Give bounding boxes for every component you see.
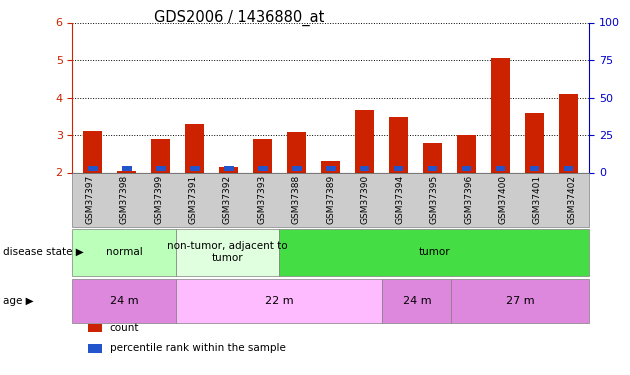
Bar xyxy=(564,166,573,171)
Text: disease state ▶: disease state ▶ xyxy=(3,247,84,257)
Text: GSM37394: GSM37394 xyxy=(395,175,404,224)
Bar xyxy=(292,166,302,171)
Bar xyxy=(559,94,578,172)
Bar xyxy=(122,166,132,171)
Bar xyxy=(360,166,370,171)
Bar xyxy=(355,110,374,172)
Text: GSM37398: GSM37398 xyxy=(120,175,129,224)
Bar xyxy=(84,131,102,172)
Text: GSM37388: GSM37388 xyxy=(292,175,301,224)
Text: GDS2006 / 1436880_at: GDS2006 / 1436880_at xyxy=(154,9,324,26)
Text: 27 m: 27 m xyxy=(506,296,534,306)
Text: percentile rank within the sample: percentile rank within the sample xyxy=(110,344,285,353)
Text: GSM37397: GSM37397 xyxy=(85,175,94,224)
Bar xyxy=(496,166,505,171)
Text: GSM37402: GSM37402 xyxy=(568,175,576,224)
Bar xyxy=(156,166,166,171)
Bar xyxy=(389,117,408,172)
Bar xyxy=(88,166,98,171)
Bar xyxy=(530,166,539,171)
Bar xyxy=(190,166,200,171)
Bar xyxy=(253,139,272,172)
Text: GSM37395: GSM37395 xyxy=(430,175,438,224)
Text: GSM37401: GSM37401 xyxy=(533,175,542,224)
Text: GSM37389: GSM37389 xyxy=(326,175,335,224)
Bar xyxy=(287,132,306,172)
Text: GSM37400: GSM37400 xyxy=(498,175,507,224)
Text: normal: normal xyxy=(106,247,142,257)
Bar xyxy=(457,135,476,172)
Bar xyxy=(224,166,234,171)
Bar xyxy=(151,139,170,172)
Text: tumor: tumor xyxy=(418,247,450,257)
Text: 22 m: 22 m xyxy=(265,296,294,306)
Text: GSM37396: GSM37396 xyxy=(464,175,473,224)
Bar xyxy=(428,166,437,171)
Bar xyxy=(117,171,136,172)
Text: GSM37390: GSM37390 xyxy=(361,175,370,224)
Text: GSM37391: GSM37391 xyxy=(188,175,197,224)
Bar xyxy=(491,58,510,172)
Text: 24 m: 24 m xyxy=(403,296,431,306)
Bar xyxy=(525,113,544,172)
Text: GSM37393: GSM37393 xyxy=(258,175,266,224)
Text: non-tumor, adjacent to
tumor: non-tumor, adjacent to tumor xyxy=(167,242,288,263)
Bar xyxy=(185,124,204,172)
Text: GSM37399: GSM37399 xyxy=(154,175,163,224)
Bar xyxy=(423,143,442,172)
Bar xyxy=(258,166,268,171)
Text: 24 m: 24 m xyxy=(110,296,139,306)
Text: age ▶: age ▶ xyxy=(3,296,34,306)
Bar xyxy=(326,166,336,171)
Text: count: count xyxy=(110,323,139,333)
Bar xyxy=(394,166,403,171)
Bar xyxy=(219,167,238,172)
Text: GSM37392: GSM37392 xyxy=(223,175,232,224)
Bar xyxy=(321,161,340,172)
Bar xyxy=(462,166,471,171)
